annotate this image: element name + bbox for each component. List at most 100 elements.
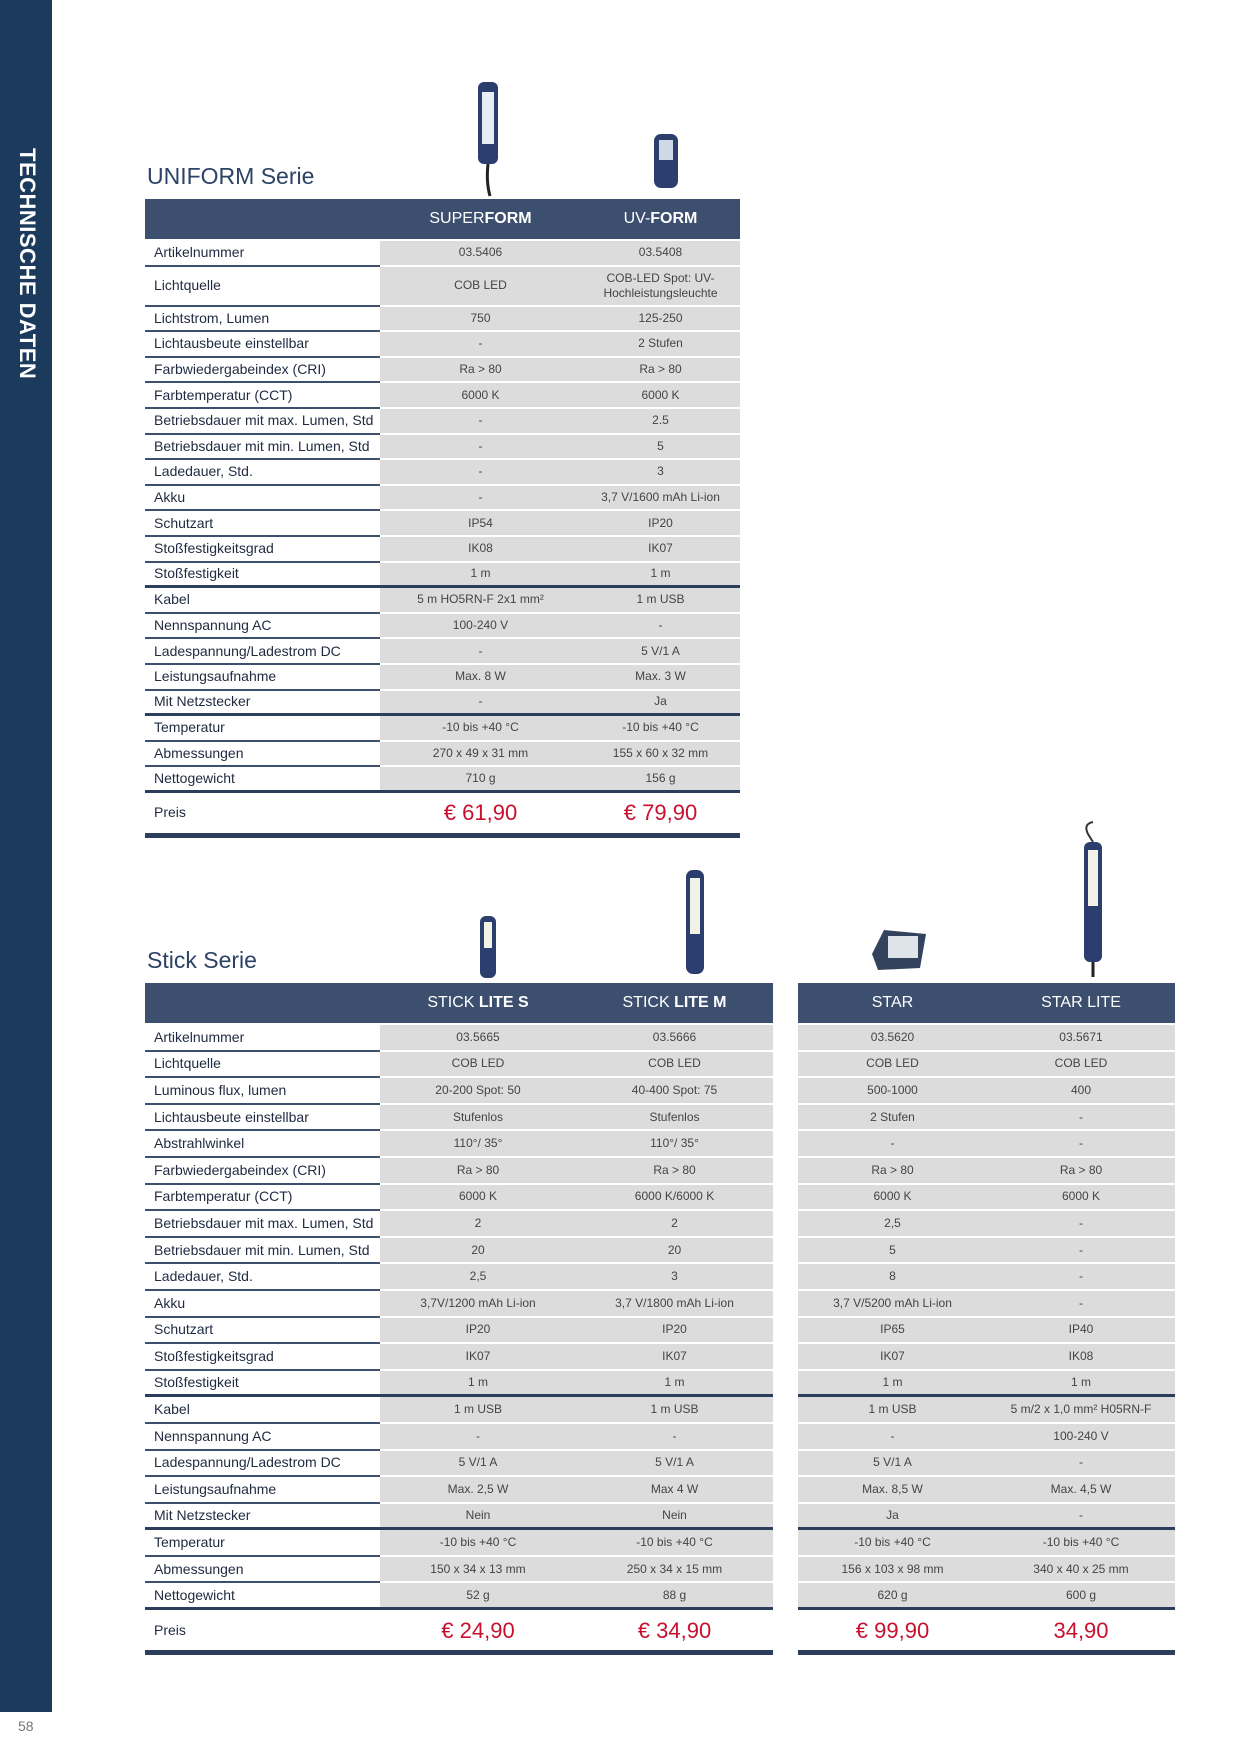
column-header: STICK LITE M [576,994,773,1012]
cell-value: - [380,460,581,486]
table-row: Betriebsdauer mit max. Lumen, Std -2.5 [145,408,740,435]
table-row: Lichtausbeute einstellbar -2 Stufen [145,332,740,358]
table-row: Luminous flux, lumen 20-200 Spot: 50 40-40… [145,1078,773,1105]
cell-value: 500-1000 [798,1078,987,1105]
cell-value: 6000 K/6000 K [576,1184,773,1212]
cell-value: 1 m [380,562,581,589]
cell-value: -10 bis +40 °C [576,1530,773,1557]
table-row: Lichtausbeute einstellbar Stufenlos Stufen… [145,1104,773,1132]
row-label: Nennspannung AC [145,613,380,640]
cell-value: Ja [581,690,740,717]
row-label: Temperatur [145,716,380,742]
row-label: Lichtquelle [145,1051,380,1079]
cell-value: Max. 2,5 W [380,1477,576,1504]
table-row: Artikelnummer 03.5406 03.5408 [145,241,740,267]
row-label: Stoßfestigkeitsgrad [145,1344,380,1371]
cell-value: 600 g [987,1583,1175,1611]
table-row: 3,7 V/5200 mAh Li-ion - [798,1290,1175,1318]
cell-value: 5 m HO5RN-F 2x1 mm² [380,588,581,614]
column-header-text: STAR [871,994,914,1011]
table-row: Lichtstrom, Lumen 750 125-250 [145,306,740,333]
table-row: Nettogewicht 52 g 88 g [145,1583,773,1611]
cell-value: 2 [576,1211,773,1238]
table-row: Betriebsdauer mit min. Lumen, Std 20 20 [145,1237,773,1265]
row-label: Kabel [145,1397,380,1424]
cell-value: COB LED [380,1051,576,1079]
cell-value: 6000 K [581,383,740,409]
cell-value: 5 V/1 A [576,1450,773,1478]
table-row: -10 bis +40 °C -10 bis +40 °C [798,1530,1175,1557]
cell-value: Stufenlos [576,1104,773,1132]
price: € 79,90 [581,792,740,833]
cell-value: IP65 [798,1317,987,1345]
cell-value: 110°/ 35° [380,1131,576,1158]
table-row: Kabel 5 m HO5RN-F 2x1 mm² 1 m USB [145,588,740,614]
sidebar-title: TECHNISCHE DATEN [15,148,40,380]
spec-table: STICK LITE S STICK LITE M Artikelnummer 03.… [145,983,773,1656]
cell-value: Ra > 80 [987,1157,1175,1185]
row-label: Schutzart [145,511,380,537]
row-label: Betriebsdauer mit min. Lumen, Std [145,1237,380,1265]
row-label: Betriebsdauer mit max. Lumen, Std [145,1211,380,1238]
table-row: 2,5- [798,1211,1175,1238]
price: 34,90 [987,1610,1175,1651]
table-row: Stoßfestigkeitsgrad IK07 IK07 [145,1344,773,1371]
cell-value: Ra > 80 [380,1157,576,1185]
cell-value: Ra > 80 [798,1157,987,1185]
row-label: Leistungsaufnahme [145,664,380,691]
cell-value: - [987,1237,1175,1265]
cell-value: - [581,613,740,640]
row-label: Ladedauer, Std. [145,460,380,486]
cell-value: 100-240 V [380,613,581,640]
table-row: Farbwiedergabeindex (CRI) Ra > 80 Ra > 80 [145,1157,773,1185]
column-header-text: LITE M [674,994,727,1011]
cell-value: COB LED [576,1051,773,1079]
cell-value: 100-240 V [987,1423,1175,1451]
table-row: Schutzart IP20 IP20 [145,1317,773,1345]
cell-value: -10 bis +40 °C [380,716,581,742]
spec-table: STAR STAR LITE 03.5620 03.5671 COB LED COB LE… [798,983,1175,1656]
table-row: Farbtemperatur (CCT) 6000 K 6000 K [145,383,740,409]
cell-value: 1 m [798,1370,987,1398]
cell-value: 400 [987,1078,1175,1105]
table-row: 8- [798,1264,1175,1291]
table-row: Leistungsaufnahme Max. 2,5 W Max 4 W [145,1477,773,1504]
row-label: Kabel [145,588,380,614]
column-header: STAR LITE [987,994,1175,1012]
table-row: Akku -3,7 V/1600 mAh Li-ion [145,485,740,512]
price: € 24,90 [380,1610,576,1651]
price: € 34,90 [576,1610,773,1651]
table-row: Ra > 80 Ra > 80 [798,1157,1175,1185]
section-title: UNIFORM Serie [147,163,315,189]
cell-value: IK07 [581,536,740,563]
cell-value: 2 Stufen [581,332,740,358]
table-row: -100-240 V [798,1423,1175,1451]
cell-value: 8 [798,1264,987,1291]
row-label: Akku [145,1290,380,1318]
row-label: Luminous flux, lumen [145,1078,380,1105]
cell-value: 3,7V/1200 mAh Li-ion [380,1290,576,1318]
cell-value: 2,5 [798,1211,987,1238]
cell-value: 340 x 40 x 25 mm [987,1556,1175,1584]
cell-value: 1 m USB [576,1397,773,1424]
row-label: Artikelnummer [145,1025,380,1052]
cell-value: - [987,1104,1175,1132]
table-row: Farbtemperatur (CCT) 6000 K 6000 K/6000 K [145,1184,773,1212]
row-label: Farbtemperatur (CCT) [145,1184,380,1212]
cell-value: IK07 [798,1344,987,1371]
row-label: Abmessungen [145,1556,380,1584]
cell-value: - [380,434,581,461]
cell-value: - [380,332,581,358]
cell-value: Ja [798,1503,987,1531]
table-row: 5- [798,1237,1175,1265]
cell-value: IK07 [380,1344,576,1371]
price-label: Preis [145,792,380,833]
cell-value: 1 m USB [380,1397,576,1424]
cell-value: 3,7 V/1800 mAh Li-ion [576,1290,773,1318]
row-label: Stoßfestigkeitsgrad [145,536,380,563]
cell-value: Ra > 80 [576,1157,773,1185]
table-row: Leistungsaufnahme Max. 8 W Max. 3 W [145,664,740,691]
cell-value: - [987,1264,1175,1291]
table-row: Mit Netzstecker - Ja [145,690,740,717]
